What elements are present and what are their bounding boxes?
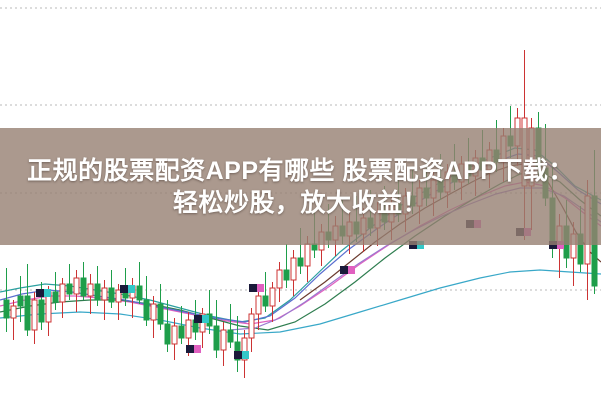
signal-marker: [340, 266, 348, 274]
candle-body: [66, 283, 73, 295]
promo-headline-line1: 正规的股票配资APP有哪些 股票配资APP下载：: [27, 156, 574, 185]
promo-overlay-band: 正规的股票配资APP有哪些 股票配资APP下载： 轻松炒股，放大收益！: [0, 128, 601, 245]
signal-marker: [36, 289, 44, 297]
candle-body: [115, 289, 122, 303]
candle-body: [220, 329, 227, 351]
signal-marker: [249, 284, 257, 292]
signal-marker-accent: [242, 351, 249, 359]
candle-body: [227, 329, 234, 343]
candle-body: [171, 325, 178, 345]
candle-body: [31, 299, 38, 331]
candle-body: [108, 287, 115, 303]
candle-body: [87, 283, 94, 297]
candle-body: [269, 287, 276, 307]
signal-marker-accent: [257, 284, 264, 292]
candle-body: [52, 291, 59, 303]
candle-body: [10, 305, 17, 319]
signal-marker-accent: [417, 241, 424, 249]
signal-marker-accent: [44, 289, 51, 297]
signal-marker: [194, 315, 202, 323]
candle-body: [73, 277, 80, 295]
signal-marker-accent: [194, 345, 201, 353]
ma-line-lower_cyan: [0, 269, 601, 335]
candle-body: [38, 299, 45, 323]
candle-body: [24, 295, 31, 331]
candle-body: [248, 313, 255, 339]
candle-body: [150, 303, 157, 321]
candle-body: [136, 285, 143, 301]
candle-body: [213, 325, 220, 351]
signal-marker-accent: [348, 266, 355, 274]
candle-body: [59, 283, 66, 303]
signal-marker: [120, 285, 128, 293]
candle-body: [297, 257, 304, 267]
candle-body: [241, 337, 248, 361]
candle-body: [94, 283, 101, 301]
promo-headline-line2: 轻松炒股，放大收益！: [172, 188, 428, 217]
candle-body: [143, 299, 150, 321]
candle-body: [262, 295, 269, 307]
candle-body: [3, 299, 10, 319]
candle-body: [185, 319, 192, 339]
signal-marker-accent: [128, 285, 135, 293]
candle-body: [17, 295, 24, 307]
signal-marker-accent: [202, 315, 209, 323]
signal-marker-accent: [557, 241, 564, 249]
candle-body: [283, 269, 290, 281]
candle-body: [276, 269, 283, 289]
candle-body: [80, 277, 87, 297]
candle-body: [255, 295, 262, 315]
signal-marker: [549, 241, 557, 249]
candle-body: [157, 303, 164, 325]
candle-body: [178, 325, 185, 339]
signal-marker: [234, 351, 242, 359]
candle-body: [290, 257, 297, 281]
candle-body: [304, 243, 311, 267]
signal-marker: [186, 345, 194, 353]
candle-body: [101, 287, 108, 301]
candle-body: [164, 323, 171, 345]
signal-marker: [409, 241, 417, 249]
